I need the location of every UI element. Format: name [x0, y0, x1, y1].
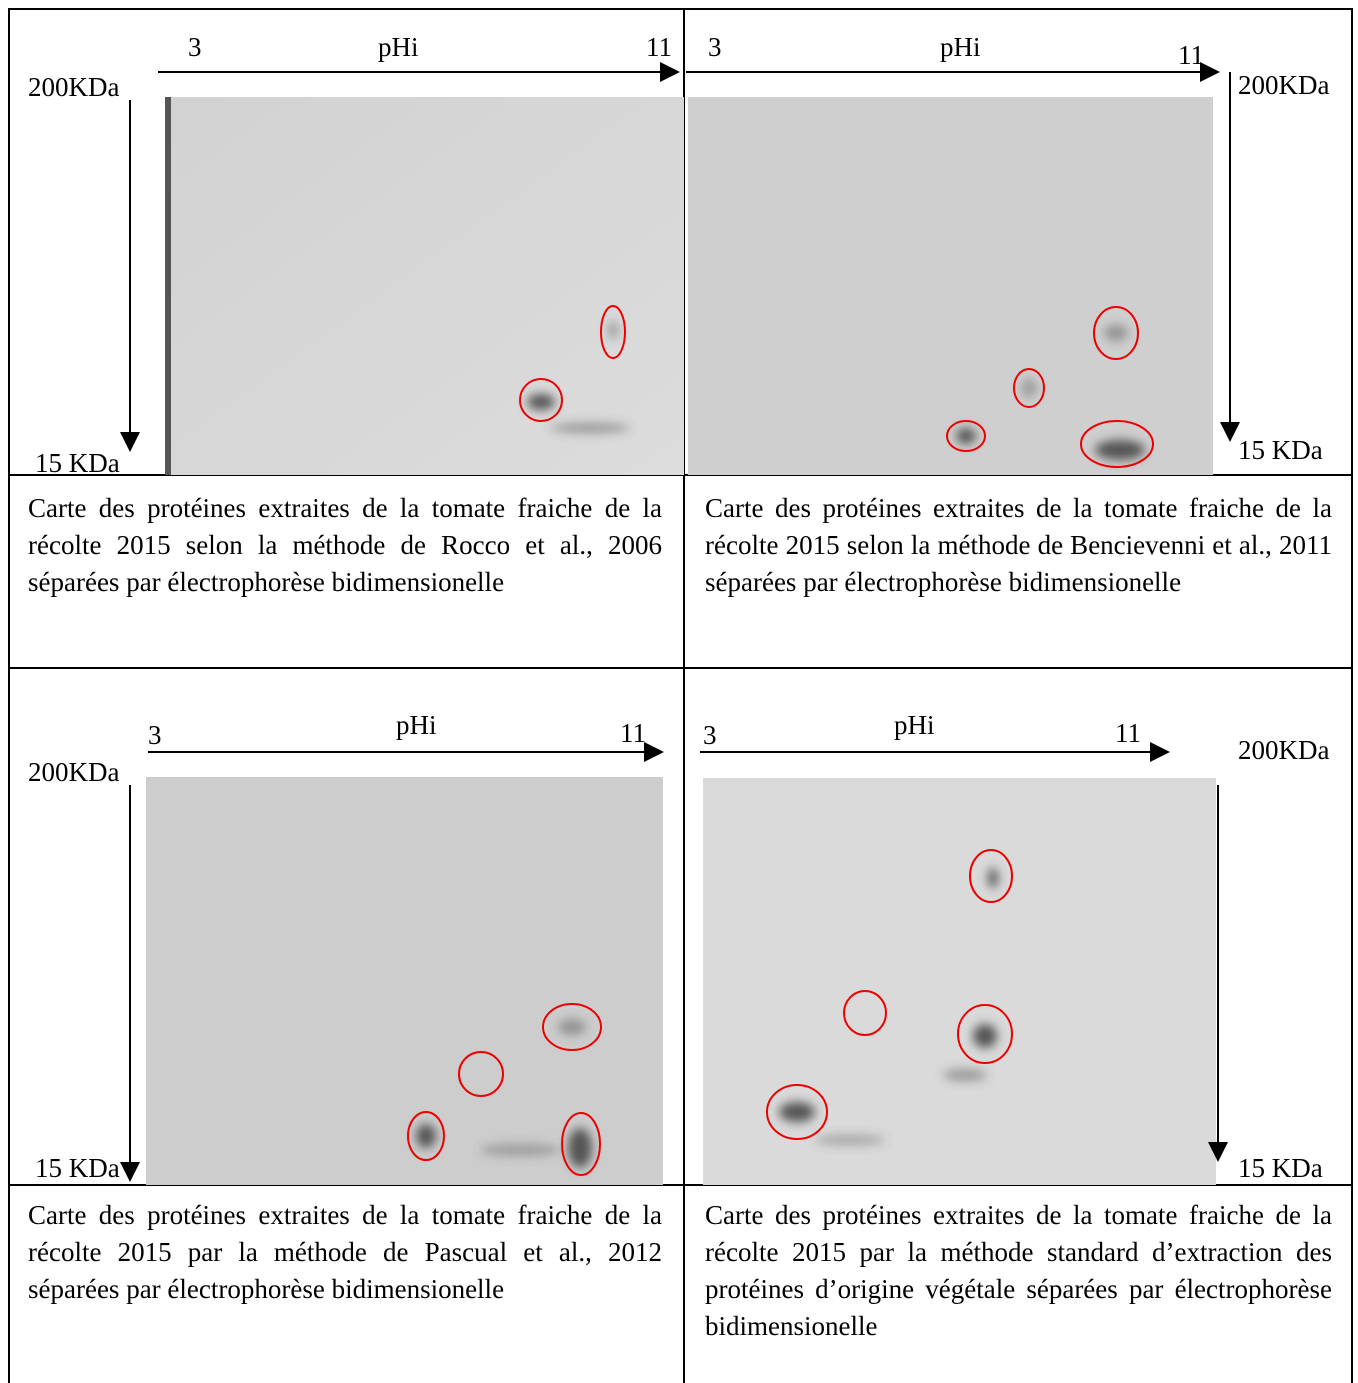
ph-end: 11 — [1115, 718, 1141, 748]
ph-start: 3 — [703, 720, 717, 750]
mass-bottom: 15 KDa — [1238, 435, 1323, 465]
mass-top: 200KDa — [28, 72, 119, 102]
mass-top: 200KDa — [1238, 70, 1329, 100]
ph-label: pHi — [378, 32, 419, 62]
ph-end: 11 — [620, 718, 646, 748]
ph-end: 11 — [646, 32, 672, 62]
figure-page: 3 pHi 11 200KDa 15 KDa Carte des protéin… — [0, 0, 1358, 1383]
caption: Carte des protéines extraites de la toma… — [28, 1197, 662, 1308]
mass-bottom: 15 KDa — [35, 448, 120, 478]
ph-label: pHi — [940, 32, 981, 62]
ph-start: 3 — [148, 720, 162, 750]
mass-bottom: 15 KDa — [35, 1153, 120, 1183]
ph-end: 11 — [1178, 40, 1204, 70]
caption: Carte des protéines extraites de la toma… — [705, 490, 1332, 601]
caption: Carte des protéines extraites de la toma… — [28, 490, 662, 601]
figure-graphics — [0, 0, 1358, 1383]
ph-start: 3 — [708, 32, 722, 62]
mass-top: 200KDa — [28, 757, 119, 787]
ph-label: pHi — [894, 710, 935, 740]
ph-label: pHi — [396, 710, 437, 740]
ph-start: 3 — [188, 32, 202, 62]
mass-bottom: 15 KDa — [1238, 1153, 1323, 1183]
mass-top: 200KDa — [1238, 735, 1329, 765]
gels — [146, 97, 1216, 1185]
caption: Carte des protéines extraites de la toma… — [705, 1197, 1332, 1345]
